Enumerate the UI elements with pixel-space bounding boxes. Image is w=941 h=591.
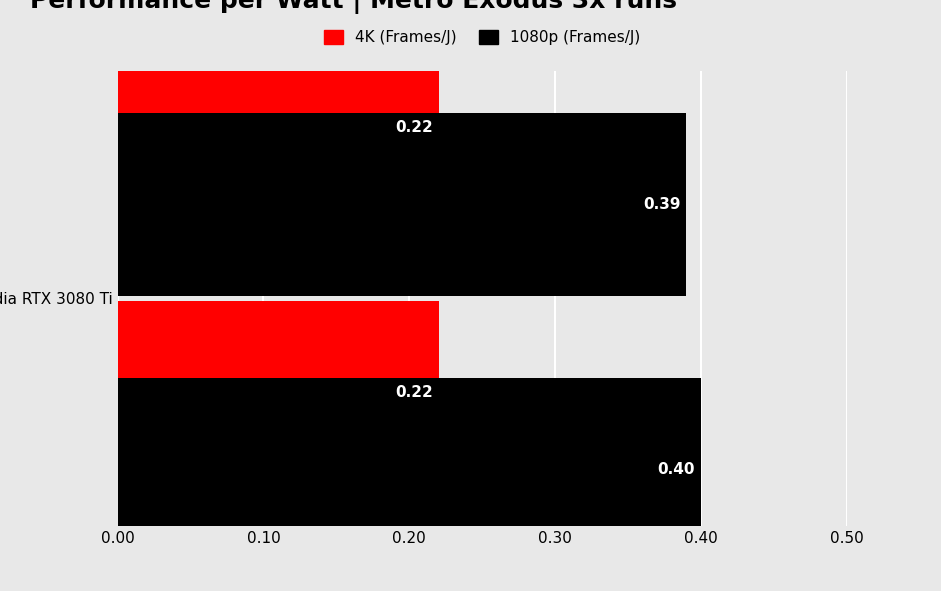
Text: Performance per Watt | Metro Exodus 3x runs: Performance per Watt | Metro Exodus 3x r… [30, 0, 678, 14]
Text: 0.22: 0.22 [395, 385, 433, 400]
Text: 0.39: 0.39 [643, 197, 680, 212]
Bar [118, 113, 687, 296]
Bar [118, 0, 672, 31]
Legend: 4K (Frames/J), 1080p (Frames/J): 4K (Frames/J), 1080p (Frames/J) [318, 24, 646, 51]
Bar [118, 301, 439, 484]
Text: 0.40: 0.40 [658, 462, 695, 477]
Bar [118, 36, 439, 219]
Text: 0.22: 0.22 [395, 120, 433, 135]
Bar [118, 378, 701, 561]
Bar [118, 566, 439, 591]
